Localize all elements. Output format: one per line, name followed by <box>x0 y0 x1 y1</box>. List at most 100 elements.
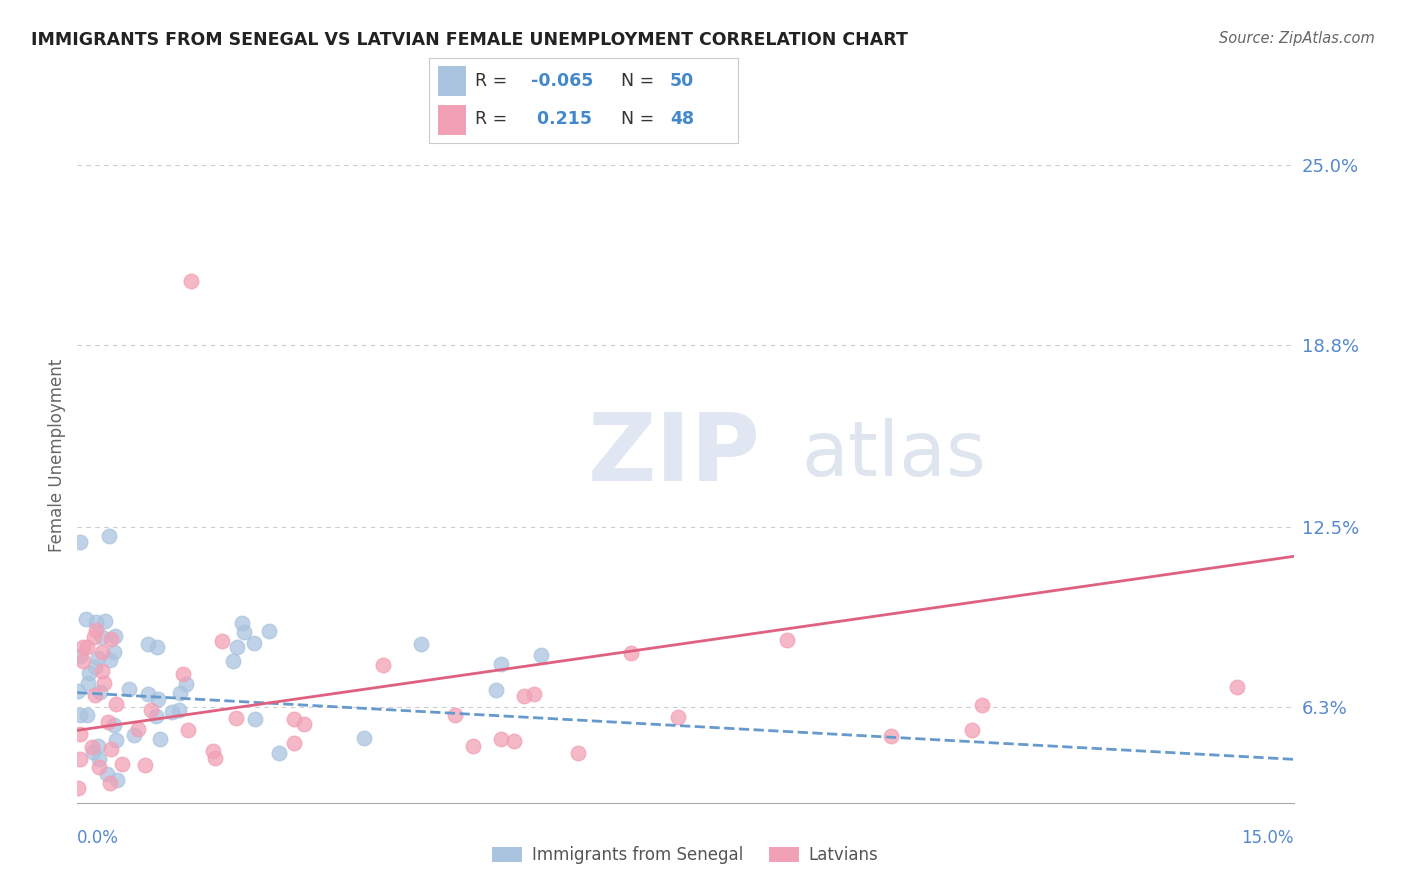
Point <box>231 616 253 631</box>
Point <box>149 732 172 747</box>
Point <box>134 757 156 772</box>
Point <box>136 637 159 651</box>
Point <box>461 739 484 753</box>
Point <box>77 666 100 681</box>
Point <box>96 766 118 781</box>
Text: 50: 50 <box>671 72 695 90</box>
Point <box>67 683 90 698</box>
Point <box>371 658 394 673</box>
Point <box>111 756 134 771</box>
Y-axis label: Female Unemployment: Female Unemployment <box>48 359 66 551</box>
Point <box>776 633 799 648</box>
Text: R =: R = <box>475 72 508 90</box>
Text: -0.065: -0.065 <box>531 72 593 90</box>
Point <box>89 759 111 773</box>
Point <box>93 676 115 690</box>
Point <box>124 728 146 742</box>
Text: ZIP: ZIP <box>588 409 761 501</box>
Point <box>90 631 112 645</box>
Point <box>169 685 191 699</box>
Point <box>100 742 122 756</box>
Point <box>960 723 983 737</box>
Point <box>83 630 105 644</box>
Point <box>409 637 432 651</box>
Legend: Immigrants from Senegal, Latvians: Immigrants from Senegal, Latvians <box>485 839 886 871</box>
Text: 0.0%: 0.0% <box>77 830 120 847</box>
Text: 48: 48 <box>671 111 695 128</box>
Point <box>172 667 194 681</box>
Point <box>94 614 117 628</box>
Point <box>145 708 167 723</box>
Point <box>118 681 141 696</box>
Bar <box>439 104 465 135</box>
Point <box>141 703 163 717</box>
Point <box>69 707 91 722</box>
Point <box>72 640 94 654</box>
Point <box>502 734 524 748</box>
Point <box>243 712 266 726</box>
Point <box>104 733 127 747</box>
Point <box>177 723 200 738</box>
Point <box>76 640 98 655</box>
Point <box>105 772 128 787</box>
Point <box>127 723 149 737</box>
Point <box>523 687 546 701</box>
Point <box>283 736 305 750</box>
Point <box>257 624 280 638</box>
Point <box>84 623 107 637</box>
Point <box>174 676 197 690</box>
Point <box>97 529 120 543</box>
Point <box>66 781 89 796</box>
Point <box>84 615 107 630</box>
Point <box>484 683 506 698</box>
Point <box>103 718 125 732</box>
Point <box>201 744 224 758</box>
Point <box>1226 680 1249 694</box>
Point <box>82 745 104 759</box>
Point <box>89 752 111 766</box>
Point <box>69 535 91 549</box>
Point <box>292 717 315 731</box>
Point <box>77 676 100 690</box>
Point <box>180 274 202 288</box>
Point <box>233 625 256 640</box>
Point <box>100 632 122 646</box>
Point <box>221 655 243 669</box>
Point <box>98 653 121 667</box>
Text: Source: ZipAtlas.com: Source: ZipAtlas.com <box>1219 31 1375 46</box>
Text: 0.215: 0.215 <box>531 111 592 128</box>
Point <box>513 689 536 703</box>
Text: 15.0%: 15.0% <box>1241 830 1294 847</box>
Point <box>98 775 121 789</box>
Point <box>211 634 233 648</box>
Point <box>204 751 226 765</box>
Point <box>145 640 167 654</box>
Point <box>97 714 120 729</box>
Point <box>80 740 103 755</box>
Point <box>91 645 114 659</box>
Point <box>489 657 512 671</box>
Text: R =: R = <box>475 111 508 128</box>
Point <box>136 687 159 701</box>
Text: N =: N = <box>620 111 654 128</box>
Point <box>283 712 305 726</box>
Point <box>225 711 247 725</box>
Point <box>83 688 105 702</box>
Point <box>84 660 107 674</box>
Point <box>267 747 290 761</box>
Point <box>104 629 127 643</box>
Point <box>353 731 375 745</box>
Text: IMMIGRANTS FROM SENEGAL VS LATVIAN FEMALE UNEMPLOYMENT CORRELATION CHART: IMMIGRANTS FROM SENEGAL VS LATVIAN FEMAL… <box>31 31 908 49</box>
Point <box>167 702 190 716</box>
Point <box>69 727 91 741</box>
Text: N =: N = <box>620 72 654 90</box>
Point <box>75 612 97 626</box>
Bar <box>439 66 465 96</box>
Point <box>69 649 91 664</box>
Point <box>243 636 266 650</box>
Point <box>491 732 513 747</box>
Text: atlas: atlas <box>801 418 986 491</box>
Point <box>86 651 108 665</box>
Point <box>666 709 689 723</box>
Point <box>69 752 91 766</box>
